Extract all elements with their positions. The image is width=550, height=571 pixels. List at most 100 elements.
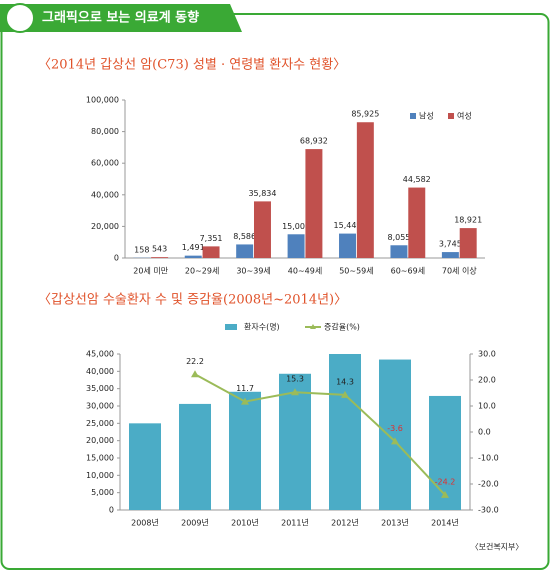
y2-tick-label: -30.0 <box>478 506 499 515</box>
bar <box>408 187 426 258</box>
x-tick-label: 50~59세 <box>339 267 373 276</box>
chart-title: 〈2014년 갑상선 암(C73) 성별 · 연령별 환자수 현황〉 <box>38 58 346 73</box>
y-tick-label: 25,000 <box>86 419 114 428</box>
data-label: 8,586 <box>233 232 256 241</box>
y-tick-label: 0 <box>109 506 114 515</box>
data-label: -3.6 <box>387 424 403 433</box>
compass-icon <box>5 3 35 33</box>
bar <box>253 201 271 258</box>
y2-tick-label: -10.0 <box>478 454 499 463</box>
y-tick-label: 45,000 <box>86 350 114 359</box>
legend-swatch <box>448 113 454 119</box>
legend-swatch <box>310 324 316 329</box>
x-tick-label: 2011년 <box>281 518 309 528</box>
x-tick-label: 60~69세 <box>391 267 425 276</box>
y-tick-label: 60,000 <box>91 159 119 168</box>
bar <box>305 149 323 258</box>
bar <box>202 246 220 258</box>
legend-swatch <box>410 113 416 119</box>
line-marker <box>241 397 249 405</box>
bar <box>356 122 374 259</box>
data-label: 11.7 <box>236 384 254 393</box>
frame <box>0 13 550 570</box>
bar <box>229 391 261 510</box>
y2-tick-label: 0.0 <box>478 428 491 437</box>
data-label: 1,491 <box>182 243 205 252</box>
y2-tick-label: 30.0 <box>478 350 496 359</box>
data-label: -24.2 <box>435 477 456 486</box>
data-label: 3,745 <box>439 240 462 249</box>
x-tick-label: 20~29세 <box>185 267 219 276</box>
chart-title: 〈갑상선암 수술환자 수 및 증감율(2008년~2014년)〉 <box>38 293 347 308</box>
y-tick-label: 80,000 <box>91 127 119 136</box>
bar <box>236 244 254 258</box>
y-tick-label: 15,000 <box>86 454 114 463</box>
data-label: 15,008 <box>282 222 310 231</box>
y2-tick-label: 10.0 <box>478 402 496 411</box>
x-tick-label: 70세 이상 <box>442 266 477 276</box>
x-tick-label: 2013년 <box>381 518 409 528</box>
data-label: 35,834 <box>248 189 276 198</box>
bar <box>151 257 169 258</box>
data-label: 7,351 <box>200 234 223 243</box>
data-label: 22.2 <box>186 357 204 366</box>
bar <box>441 252 459 258</box>
data-label: 68,932 <box>300 137 328 146</box>
line-marker <box>191 370 199 378</box>
y-tick-label: 30,000 <box>86 402 114 411</box>
y2-tick-label: -20.0 <box>478 480 499 489</box>
data-label: 158 <box>134 245 149 254</box>
bar <box>339 233 357 258</box>
line-marker <box>341 390 349 398</box>
bar <box>459 228 477 258</box>
line-marker <box>391 437 399 445</box>
data-label: 44,582 <box>403 175 431 184</box>
x-tick-label: 40~49세 <box>288 267 322 276</box>
bar <box>179 403 211 510</box>
y-tick-label: 20,000 <box>86 436 114 445</box>
x-tick-label: 2012년 <box>331 518 359 528</box>
y-tick-label: 40,000 <box>86 367 114 376</box>
x-tick-label: 2009년 <box>181 518 209 528</box>
y-tick-label: 20,000 <box>91 222 119 231</box>
x-tick-label: 2010년 <box>231 518 259 528</box>
header-title: 그래픽으로 보는 의료계 동향 <box>42 10 199 26</box>
y2-tick-label: 20.0 <box>478 376 496 385</box>
bar <box>184 255 202 258</box>
data-label: 15.3 <box>286 375 304 384</box>
legend-label: 환자수(명) <box>244 322 280 332</box>
data-label: 15,449 <box>334 221 362 230</box>
data-label: 14.3 <box>336 377 354 386</box>
bar <box>329 354 361 510</box>
data-label: 85,925 <box>351 110 379 119</box>
source: 〈보건복지부〉 <box>471 542 524 552</box>
bar <box>390 245 408 258</box>
y-tick-label: 40,000 <box>91 190 119 199</box>
x-tick-label: 30~39세 <box>236 267 270 276</box>
bar <box>129 423 161 510</box>
line-marker <box>291 388 299 396</box>
data-label: 543 <box>152 245 167 254</box>
line-marker <box>441 490 449 498</box>
line <box>194 373 446 496</box>
header-bar <box>0 4 242 32</box>
data-label: 8,055 <box>387 233 410 242</box>
y-tick-label: 35,000 <box>86 384 114 393</box>
bar <box>287 234 305 258</box>
legend-label: 여성 <box>457 111 472 121</box>
y-tick-label: 5,000 <box>91 488 114 497</box>
y-tick-label: 0 <box>114 254 119 263</box>
data-label: 18,921 <box>454 216 482 225</box>
legend-swatch <box>225 324 237 330</box>
bar <box>279 373 311 510</box>
legend-label: 증감율(%) <box>324 322 360 332</box>
x-tick-label: 2008년 <box>131 518 159 528</box>
x-tick-label: 2014년 <box>431 518 459 528</box>
bar <box>379 359 411 510</box>
x-tick-label: 20세 미만 <box>133 267 168 276</box>
y-tick-label: 10,000 <box>86 471 114 480</box>
legend-label: 남성 <box>419 112 434 121</box>
y-tick-label: 100,000 <box>86 96 119 105</box>
